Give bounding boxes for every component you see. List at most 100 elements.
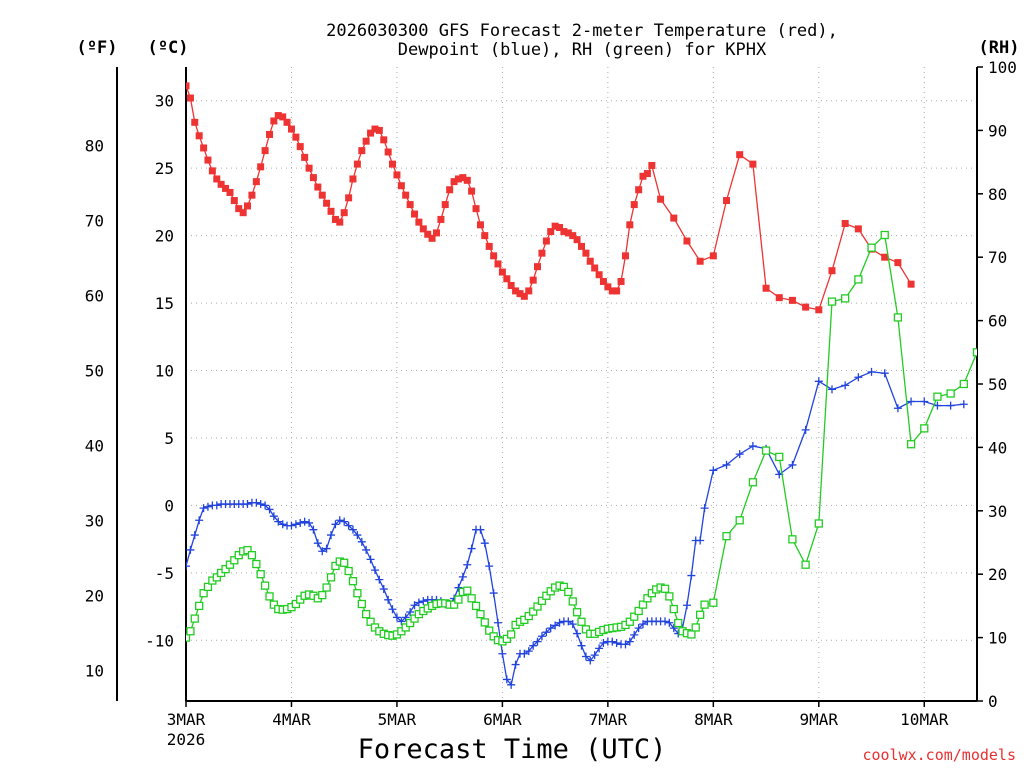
fahrenheit-tick-label: 10 bbox=[85, 661, 104, 680]
temperature-point bbox=[670, 214, 678, 222]
temperature-point bbox=[709, 252, 717, 260]
temperature-point bbox=[419, 225, 427, 233]
dewpoint-point bbox=[414, 598, 423, 607]
rh-point bbox=[959, 379, 968, 389]
rh-point bbox=[247, 551, 257, 560]
dewpoint-point bbox=[920, 397, 929, 406]
temperature-point bbox=[437, 215, 445, 223]
dewpoint-point bbox=[458, 572, 467, 581]
dewpoint-point bbox=[687, 571, 696, 580]
rh-point bbox=[854, 275, 863, 284]
rh-tick-label: 100 bbox=[988, 58, 1017, 77]
temperature-point bbox=[556, 224, 564, 232]
rh-point bbox=[353, 589, 362, 598]
rh-point bbox=[572, 608, 582, 617]
temperature-point bbox=[411, 210, 419, 218]
dewpoint-point bbox=[590, 651, 599, 660]
dewpoint-point bbox=[392, 613, 401, 622]
temperature-point bbox=[749, 160, 757, 168]
temperature-point bbox=[881, 253, 889, 261]
celsius-tick-label: 15 bbox=[155, 294, 174, 313]
dewpoint-point bbox=[203, 502, 212, 511]
dewpoint-point bbox=[278, 520, 287, 529]
dewpoint-point bbox=[401, 613, 410, 622]
temperature-point bbox=[657, 195, 665, 203]
temperature-point bbox=[459, 174, 467, 182]
rh-point bbox=[190, 614, 199, 623]
dewpoint-point bbox=[186, 545, 195, 554]
temperature-point bbox=[551, 222, 559, 230]
temperature-point bbox=[586, 257, 594, 265]
dewpoint-point bbox=[463, 560, 472, 569]
rh-tick-label: 80 bbox=[988, 185, 1007, 204]
rh-point bbox=[625, 617, 634, 626]
dewpoint-point bbox=[256, 500, 265, 509]
dewpoint-point bbox=[305, 518, 314, 527]
x-tick-label: 6MAR bbox=[483, 710, 522, 729]
celsius-axis-unit: (ºC) bbox=[148, 38, 189, 58]
temperature-point bbox=[547, 228, 555, 236]
rh-tick-label: 20 bbox=[988, 565, 1007, 584]
dewpoint-point bbox=[599, 638, 608, 647]
celsius-tick-label: -5 bbox=[155, 564, 174, 583]
rh-series bbox=[186, 230, 977, 646]
temperature-point bbox=[696, 257, 704, 265]
dewpoint-point bbox=[581, 652, 590, 661]
rh-point bbox=[195, 601, 204, 611]
temperature-point bbox=[604, 283, 612, 291]
rh-point bbox=[674, 618, 683, 628]
temperature-point bbox=[788, 296, 796, 304]
rh-point bbox=[463, 586, 472, 595]
dewpoint-point bbox=[946, 401, 955, 410]
rh-point bbox=[801, 560, 810, 569]
fahrenheit-axis-unit: (ºF) bbox=[77, 38, 118, 58]
dewpoint-point bbox=[313, 539, 322, 548]
temperature-point bbox=[481, 232, 489, 240]
dewpoint-point bbox=[340, 517, 349, 526]
temperature-point bbox=[775, 294, 783, 302]
temperature-point bbox=[894, 259, 902, 267]
dewpoint-point bbox=[186, 562, 190, 571]
rh-point bbox=[225, 560, 235, 569]
rh-axis-unit: (RH) bbox=[979, 38, 1020, 58]
dewpoint-point bbox=[388, 605, 397, 614]
celsius-tick-label: 25 bbox=[155, 159, 174, 178]
rh-point bbox=[638, 600, 648, 609]
temperature-point bbox=[358, 147, 366, 155]
temperature-point bbox=[274, 112, 282, 120]
temperature-point bbox=[736, 151, 744, 159]
temperature-point bbox=[854, 225, 862, 233]
temperature-point bbox=[402, 191, 410, 199]
temperature-point bbox=[529, 276, 537, 284]
temperature-point bbox=[802, 303, 810, 311]
dewpoint-point bbox=[524, 647, 533, 656]
dewpoint-point bbox=[419, 597, 428, 606]
x-tick-label: 4MAR bbox=[272, 710, 311, 729]
dewpoint-point bbox=[564, 617, 573, 626]
temperature-point bbox=[476, 221, 484, 229]
rh-tick-label: 30 bbox=[988, 502, 1007, 521]
dewpoint-point bbox=[379, 585, 388, 594]
rh-point bbox=[203, 582, 213, 592]
dewpoint-point bbox=[959, 400, 968, 409]
temperature-point bbox=[723, 197, 731, 205]
temperature-point bbox=[828, 267, 836, 275]
dewpoint-point bbox=[669, 624, 678, 633]
temperature-point bbox=[542, 237, 550, 245]
temperature-point bbox=[428, 234, 436, 242]
dewpoint-point bbox=[190, 531, 199, 540]
dewpoint-point bbox=[551, 621, 560, 630]
rh-point bbox=[577, 617, 586, 626]
dewpoint-point bbox=[661, 617, 670, 626]
temperature-point bbox=[608, 287, 616, 295]
temperature-point bbox=[266, 130, 274, 138]
credit-label: coolwx.com/models bbox=[862, 746, 1016, 764]
temperature-point bbox=[252, 178, 260, 186]
rh-point bbox=[476, 609, 485, 619]
temperature-point bbox=[239, 209, 247, 217]
dewpoint-point bbox=[827, 385, 836, 394]
dewpoint-point bbox=[533, 637, 542, 646]
dewpoint-point bbox=[498, 649, 507, 658]
dewpoint-point bbox=[542, 628, 551, 637]
dewpoint-point bbox=[748, 442, 757, 451]
